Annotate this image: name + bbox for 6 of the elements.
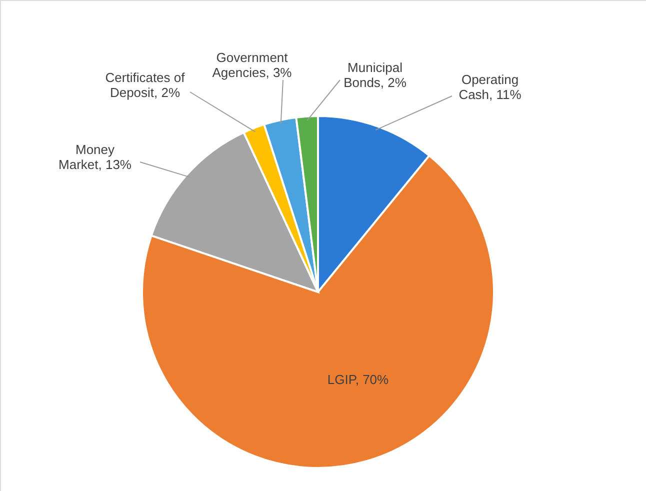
slice-label: LGIP, 70% xyxy=(327,372,390,387)
slice-label: Operating Cash, 11% xyxy=(458,72,522,102)
slice-label: Government Agencies, 3% xyxy=(212,50,292,80)
slice-label: Certificates of Deposit, 2% xyxy=(105,70,186,100)
slice-label: Money Market, 13% xyxy=(58,142,132,172)
slice-label: Municipal Bonds, 2% xyxy=(344,60,407,90)
